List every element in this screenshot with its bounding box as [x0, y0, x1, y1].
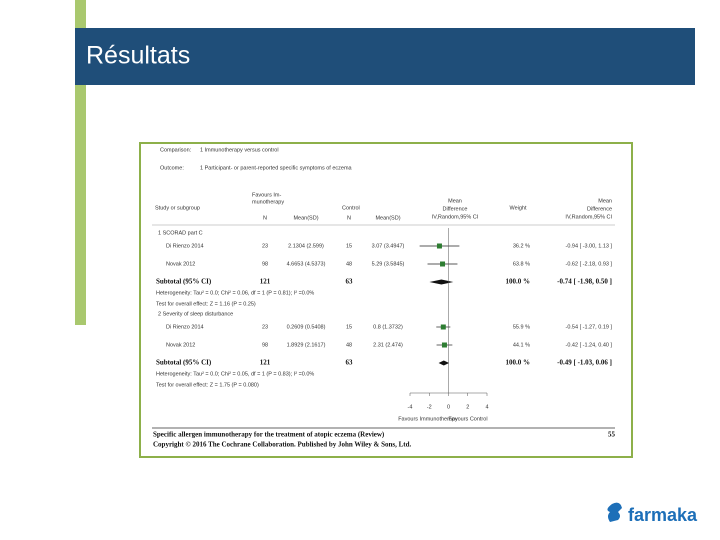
- text: 1 Immunotherapy versus control: [200, 147, 279, 153]
- text: 100.0 %: [506, 278, 531, 286]
- text: Mean(SD): [293, 215, 318, 221]
- text: 55: [608, 431, 616, 439]
- text: 15: [346, 324, 352, 330]
- text: Heterogeneity: Tau² = 0.0; Chi² = 0.05, …: [156, 371, 314, 377]
- text: IV,Random,95% CI: [565, 214, 612, 220]
- text: -0.74 [ -1.98, 0.50 ]: [557, 278, 612, 286]
- text: 98: [262, 261, 268, 267]
- effect-square: [441, 342, 447, 348]
- text: 2.1304 (2.599): [288, 243, 324, 249]
- x-tick-label: 2: [466, 404, 469, 410]
- text: Comparison:: [160, 147, 192, 153]
- text: Outcome:: [160, 165, 184, 171]
- text: Di Rienzo 2014: [166, 243, 204, 249]
- text: 121: [260, 359, 271, 367]
- text: Difference: [443, 206, 468, 212]
- text: Novak 2012: [166, 342, 195, 348]
- effect-square: [436, 243, 442, 249]
- text: 100.0 %: [506, 359, 531, 367]
- axis-label: Favours Control: [448, 416, 487, 422]
- text: munotherapy: [252, 199, 284, 205]
- text: 98: [262, 342, 268, 348]
- logo: farmaka: [607, 502, 698, 525]
- text: 2.31 (2.474): [373, 342, 403, 348]
- text: Mean: [598, 198, 612, 204]
- text: Subtotal (95% CI): [156, 278, 212, 286]
- x-tick-label: -2: [427, 404, 432, 410]
- text: Mean(SD): [375, 215, 400, 221]
- text: Di Rienzo 2014: [166, 324, 204, 330]
- text: 63: [346, 359, 354, 367]
- text: 23: [262, 324, 268, 330]
- text: 2 Severity of sleep disturbance: [158, 311, 233, 317]
- text: 44.1 %: [513, 342, 530, 348]
- text: 48: [346, 342, 352, 348]
- text: Test for overall effect: Z = 1.16 (P = 0…: [156, 301, 256, 307]
- text: 15: [346, 243, 352, 249]
- text: -0.94 [ -3.00, 1.13 ]: [566, 243, 613, 249]
- logo-icon: [607, 502, 622, 522]
- logo-text: farmaka: [628, 505, 698, 525]
- text: -0.62 [ -2.18, 0.93 ]: [566, 261, 613, 267]
- text: 55.9 %: [513, 324, 530, 330]
- text: Control: [342, 205, 360, 211]
- text: 23: [262, 243, 268, 249]
- title-bar: [75, 28, 695, 85]
- x-tick-label: -4: [408, 404, 413, 410]
- text: Novak 2012: [166, 261, 195, 267]
- text: 63.8 %: [513, 261, 530, 267]
- axis-label: Favours Immunotherapy: [398, 416, 458, 422]
- effect-square: [440, 324, 446, 330]
- accent-bar: [75, 0, 86, 325]
- text: Test for overall effect: Z = 1.75 (P = 0…: [156, 382, 259, 388]
- subtotal-diamond: [438, 360, 450, 366]
- text: Mean: [448, 198, 462, 204]
- effect-square: [440, 261, 446, 267]
- text: Heterogeneity: Tau² = 0.0; Chi² = 0.06, …: [156, 290, 314, 296]
- text: 63: [346, 278, 354, 286]
- figure-frame: [139, 142, 633, 458]
- text: Difference: [587, 206, 612, 212]
- text: Study or subgroup: [155, 205, 200, 211]
- text: Specific allergen immunotherapy for the …: [153, 431, 385, 439]
- text: 4.6653 (4.5373): [287, 261, 326, 267]
- text: 1 Participant- or parent-reported specif…: [200, 165, 353, 171]
- text: 121: [260, 278, 271, 286]
- text: 0.8 (1.3732): [373, 324, 403, 330]
- text: 1 SCORAD part C: [158, 230, 203, 236]
- text: 0.2609 (0.5408): [287, 324, 326, 330]
- slide-title: Résultats: [86, 42, 190, 70]
- text: N: [263, 215, 267, 221]
- x-tick-label: 4: [485, 404, 488, 410]
- text: 3.07 (3.4947): [372, 243, 405, 249]
- text: Weight: [509, 205, 526, 211]
- text: -0.42 [ -1.24, 0.40 ]: [566, 342, 613, 348]
- text: Subtotal (95% CI): [156, 359, 212, 367]
- text: -0.49 [ -1.03, 0.06 ]: [557, 359, 612, 367]
- text: Copyright © 2016 The Cochrane Collaborat…: [153, 441, 411, 449]
- subtotal-diamond: [429, 279, 454, 285]
- text: 48: [346, 261, 352, 267]
- text: 1.8929 (2.1617): [287, 342, 326, 348]
- text: N: [347, 215, 351, 221]
- x-tick-label: 0: [447, 404, 450, 410]
- text: -0.54 [ -1.27, 0.19 ]: [566, 324, 613, 330]
- text: 36.2 %: [513, 243, 530, 249]
- text: 5.29 (3.5845): [372, 261, 405, 267]
- text: IV,Random,95% CI: [432, 214, 479, 220]
- text: Favours Im-: [252, 192, 282, 198]
